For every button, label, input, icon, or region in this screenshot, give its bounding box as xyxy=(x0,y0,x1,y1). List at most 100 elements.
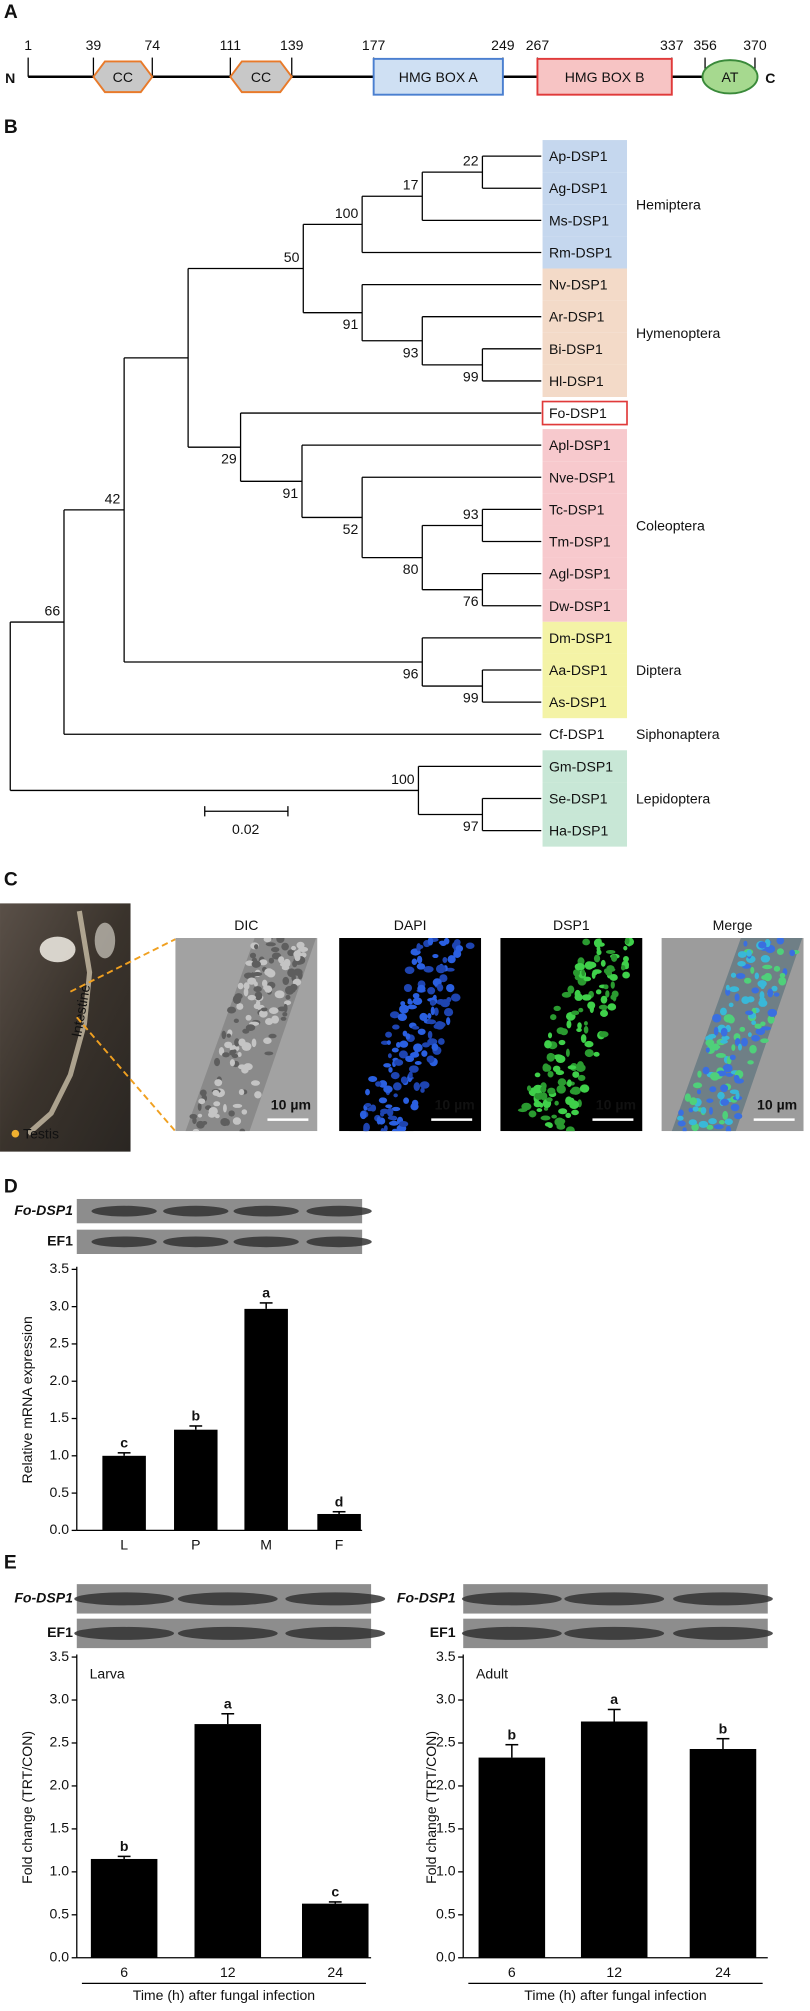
cell-dot xyxy=(583,976,592,982)
clade-box xyxy=(542,236,628,269)
cell-dot xyxy=(214,1114,220,1119)
cell-dot xyxy=(420,1087,425,1093)
cell-dot xyxy=(404,966,415,975)
cell-dot xyxy=(600,995,608,1004)
cell-dot xyxy=(367,1107,373,1112)
cell-dot xyxy=(709,1033,717,1039)
cell-dot xyxy=(697,1070,702,1078)
y-tick-label: 1.5 xyxy=(436,1820,456,1836)
bootstrap-value: 52 xyxy=(343,521,359,537)
scale-label: 10 µm xyxy=(435,1096,475,1112)
cell-dot xyxy=(773,965,781,972)
cell-dot xyxy=(413,1082,421,1091)
leaf-label: Gm-DSP1 xyxy=(549,758,613,774)
domain-shape xyxy=(229,60,293,94)
x-tick-label: 24 xyxy=(327,1964,343,1980)
panel-label: D xyxy=(4,1177,18,1198)
clade-box xyxy=(542,300,628,333)
cell-dot xyxy=(575,1063,586,1072)
cell-dot xyxy=(597,942,605,947)
panel-label: A xyxy=(4,2,18,23)
cell-dot xyxy=(251,960,261,968)
cell-dot xyxy=(363,1122,370,1132)
cell-dot xyxy=(242,1028,250,1034)
x-tick-label: 24 xyxy=(715,1964,731,1980)
cell-dot xyxy=(547,1032,553,1039)
cell-dot xyxy=(623,956,629,962)
cell-dot xyxy=(593,954,601,963)
cell-dot xyxy=(298,946,309,953)
cell-dot xyxy=(553,1005,561,1011)
cell-dot xyxy=(393,1093,398,1098)
cell-dot xyxy=(544,1040,552,1049)
cell-dot xyxy=(252,972,263,977)
panel-label: E xyxy=(4,1553,17,1574)
position-label: 39 xyxy=(86,37,102,53)
cell-dot xyxy=(606,967,616,972)
cell-dot xyxy=(232,1117,242,1125)
position-label: 249 xyxy=(491,37,515,53)
cell-dot xyxy=(763,972,772,982)
cell-dot xyxy=(750,966,755,974)
cell-dot xyxy=(412,997,423,1005)
domain-label: HMG BOX B xyxy=(565,69,645,85)
image-title: Merge xyxy=(713,917,753,933)
y-tick-label: 2.5 xyxy=(436,1734,456,1750)
cell-dot xyxy=(260,1007,268,1012)
cell-dot xyxy=(208,1111,216,1118)
x-tick-label: 6 xyxy=(508,1964,516,1980)
clade-box xyxy=(542,653,628,687)
cell-dot xyxy=(411,1025,420,1030)
domain-label: CC xyxy=(113,69,133,85)
cell-dot xyxy=(593,1051,600,1057)
cell-dot xyxy=(268,957,275,964)
cell-dot xyxy=(389,1011,400,1019)
leaf-label: Apl-DSP1 xyxy=(549,437,611,453)
cell-dot xyxy=(734,1113,743,1120)
cell-dot xyxy=(232,1103,243,1108)
cell-dot xyxy=(408,1071,413,1079)
cell-dot xyxy=(576,1027,582,1033)
clade-box xyxy=(542,589,628,622)
cell-dot xyxy=(556,1027,565,1035)
leaf-label: Tm-DSP1 xyxy=(549,534,611,550)
cell-dot xyxy=(291,945,297,951)
bootstrap-value: 22 xyxy=(463,153,479,169)
cell-dot xyxy=(547,1087,556,1095)
micrograph xyxy=(175,937,318,1132)
cell-dot xyxy=(232,1049,237,1054)
cell-dot xyxy=(758,999,768,1007)
cell-dot xyxy=(453,939,461,946)
cell-dot xyxy=(688,1107,694,1113)
cell-dot xyxy=(739,1026,746,1032)
x-tick-label: L xyxy=(120,1536,128,1552)
cell-dot xyxy=(760,955,771,963)
cell-dot xyxy=(623,945,628,951)
cell-dot xyxy=(557,1078,567,1087)
cell-dot xyxy=(192,1128,200,1132)
cell-dot xyxy=(419,1081,430,1089)
cell-dot xyxy=(263,1037,272,1044)
cell-dot xyxy=(297,970,303,980)
cell-dot xyxy=(583,1021,588,1026)
cell-dot xyxy=(376,1116,381,1125)
position-label: 337 xyxy=(660,37,684,53)
cell-dot xyxy=(430,1006,435,1016)
cell-dot xyxy=(595,989,602,995)
cell-dot xyxy=(199,1089,207,1097)
gel-label: Fo-DSP1 xyxy=(14,1202,73,1218)
cell-dot xyxy=(247,977,257,985)
bootstrap-value: 99 xyxy=(463,690,479,706)
cell-dot xyxy=(280,1016,287,1021)
cell-dot xyxy=(738,1043,742,1051)
chart-title: Larva xyxy=(90,1666,125,1682)
panel-label: C xyxy=(4,869,18,890)
cell-dot xyxy=(403,984,413,992)
cell-dot xyxy=(730,1103,740,1112)
gel-label: Fo-DSP1 xyxy=(14,1590,73,1606)
cell-dot xyxy=(734,993,740,1002)
gel-band xyxy=(74,1592,175,1606)
cell-dot xyxy=(447,955,456,964)
cell-dot xyxy=(712,1043,720,1051)
